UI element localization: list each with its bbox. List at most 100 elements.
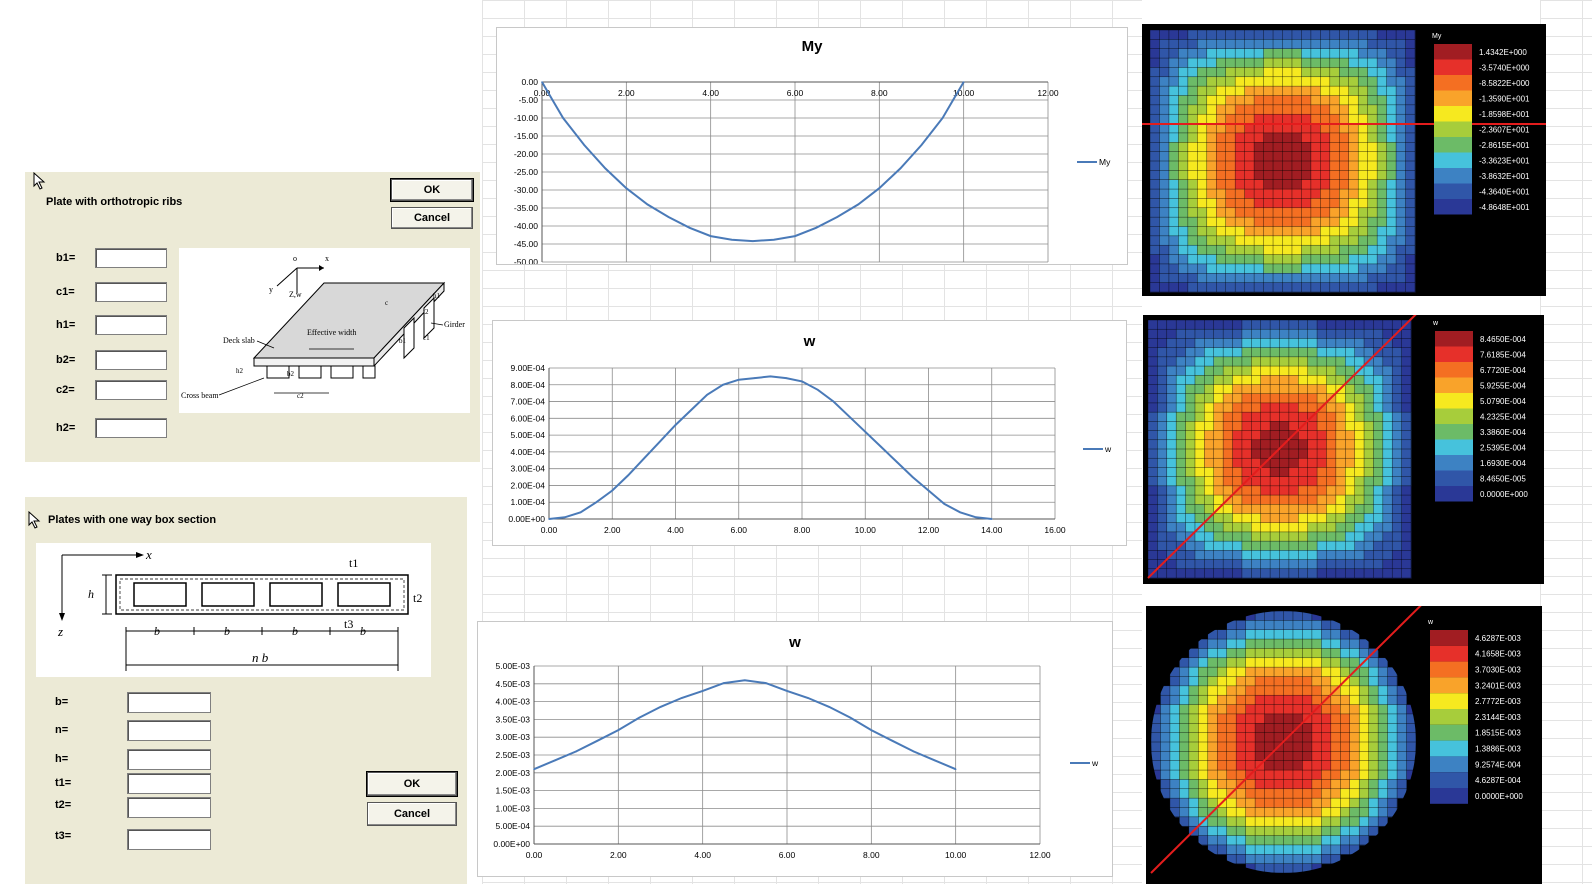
field-label-b1: b1= (56, 252, 76, 264)
legend-value: 7.6185E-004 (1480, 350, 1526, 359)
legend-value: -3.3623E+001 (1479, 156, 1530, 165)
legend-value: 4.1658E-003 (1475, 650, 1521, 659)
chart-title: My (801, 38, 823, 55)
ok-button[interactable]: OK (366, 771, 458, 797)
field-label-t2: t2= (55, 799, 72, 811)
data-point (752, 240, 754, 242)
c2-input[interactable] (95, 380, 167, 400)
x-tick-label: 4.00 (702, 88, 719, 98)
legend-value: 4.2325E-004 (1480, 412, 1526, 421)
x-tick-label: 16.00 (1044, 525, 1066, 535)
legend-swatch (1434, 106, 1472, 122)
diagram-label-h2: h2 (236, 367, 244, 375)
y-tick-label: 2.00E-03 (496, 768, 531, 778)
legend-value: -2.8615E+001 (1479, 141, 1530, 150)
c1-input[interactable] (95, 282, 167, 302)
legend-value: 1.4342E+000 (1479, 48, 1527, 57)
x-tick-label: 0.00 (526, 850, 543, 860)
diagram-label-b: b (292, 624, 298, 638)
cancel-button[interactable]: Cancel (391, 207, 473, 229)
diagram-label-zw: Z,w (289, 290, 302, 299)
contour-field (1148, 320, 1412, 579)
diagram-label-t3: t3 (344, 617, 353, 631)
legend-swatch (1434, 59, 1472, 75)
data-point (533, 768, 535, 771)
w-line-chart-2: w 5.00E-03 4.50E-03 4.00E-03 3.50E-03 3.00E-… (477, 621, 1113, 877)
data-point (722, 682, 725, 684)
data-point (646, 203, 649, 206)
h1-input[interactable] (95, 315, 167, 335)
data-point (878, 187, 881, 189)
t1-input[interactable] (127, 773, 211, 794)
legend-value: 8.4650E-004 (1480, 335, 1526, 344)
b-input[interactable] (127, 692, 211, 713)
data-point (548, 518, 550, 520)
data-point (753, 377, 756, 379)
y-tick-label: 3.00E-04 (511, 464, 546, 474)
legend-value: 6.7720E-004 (1480, 366, 1526, 375)
data-point (690, 409, 693, 411)
x-tick-label: 8.00 (794, 525, 811, 535)
data-point (990, 518, 993, 520)
field-label-h2: h2= (56, 422, 76, 434)
diagram-label-o: o (293, 254, 297, 263)
data-point (541, 81, 543, 83)
legend-title: My (1432, 33, 1442, 40)
cancel-button[interactable]: Cancel (367, 802, 457, 826)
orthotropic-ribs-dialog: Plate with orthotropic ribs OK Cancel b1… (25, 172, 480, 462)
field-label-c1: c1= (56, 286, 75, 298)
b2-input[interactable] (95, 350, 167, 370)
y-tick-label: 5.00E-03 (496, 661, 531, 671)
legend-swatch (1435, 424, 1473, 440)
orthotropic-plate-diagram: o x y Z,w Deck slab Effective width Gird… (179, 248, 470, 413)
legend-value: 3.2401E-003 (1475, 681, 1521, 690)
spreadsheet-grid-right (1540, 0, 1592, 884)
data-point (817, 389, 819, 391)
data-point (617, 729, 620, 731)
y-tick-label: 4.00E-03 (496, 697, 531, 707)
field-label-c2: c2= (56, 384, 75, 396)
box-section-dialog: Plates with one way box section x z h t1… (25, 497, 467, 884)
diagram-label-b2: b2 (287, 370, 295, 378)
t2-input[interactable] (127, 797, 211, 818)
data-point (709, 235, 712, 237)
data-point (848, 415, 851, 418)
legend-value: 5.0790E-004 (1480, 397, 1526, 406)
h2-input[interactable] (95, 418, 167, 438)
legend-value: -1.8598E+001 (1479, 110, 1530, 119)
data-point (701, 690, 704, 692)
y-tick-label: -45.00 (514, 239, 538, 249)
field-label-b: b= (55, 696, 69, 708)
n-input[interactable] (127, 720, 211, 741)
diagram-label-girder: Girder (444, 320, 465, 329)
legend-title: w (1432, 320, 1439, 327)
legend-value: 1.3886E-003 (1475, 745, 1521, 754)
b1-input[interactable] (95, 248, 167, 268)
legend-value: 3.3860E-004 (1480, 428, 1526, 437)
diagram-label-b: b (224, 624, 230, 638)
data-point (706, 394, 708, 396)
legend-swatch (1435, 377, 1473, 393)
legend-swatch (1430, 677, 1468, 694)
diagram-label-h1: h1 (433, 292, 441, 300)
y-tick-label: 3.00E-03 (496, 732, 531, 742)
legend-value: -3.5740E+000 (1479, 63, 1530, 72)
legend-value: 3.7030E-003 (1475, 666, 1521, 675)
x-tick-label: 8.00 (863, 850, 880, 860)
diagram-label-b1: b1 (399, 337, 407, 345)
t3-input[interactable] (127, 829, 211, 850)
h-input[interactable] (127, 749, 211, 770)
diagram-label-h: h (88, 587, 94, 601)
chart-plot: 5.00E-03 4.50E-03 4.00E-03 3.50E-03 3.00E-03… (493, 661, 1099, 860)
section-line (1150, 606, 1422, 874)
dialog-title: Plates with one way box section (48, 514, 217, 526)
x-tick-label: 12.00 (1029, 850, 1051, 860)
contour-plot-svg: w 4.6287E-003 4.1658E-003 3.7030E-003 3.2401… (1146, 606, 1542, 884)
legend-label: My (1099, 157, 1111, 167)
ok-button[interactable]: OK (390, 178, 474, 202)
legend-swatch (1430, 630, 1468, 646)
data-point (765, 682, 767, 684)
legend-swatch (1430, 788, 1468, 804)
data-point (604, 167, 607, 170)
diagram-label-y: y (269, 285, 273, 294)
